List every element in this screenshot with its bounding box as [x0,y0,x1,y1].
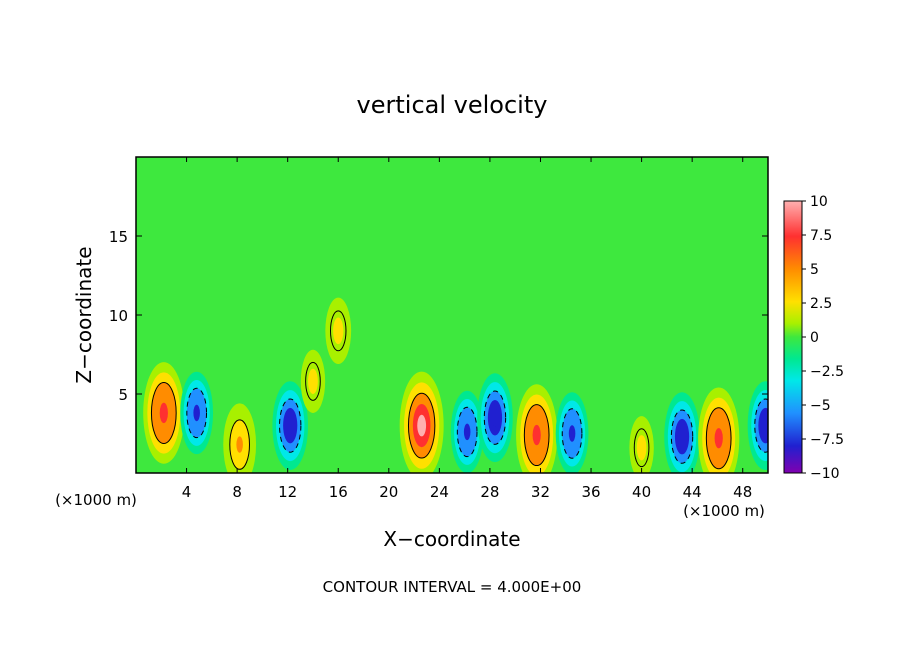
x-tick-label: 4 [182,483,192,501]
contour-interval-note: CONTOUR INTERVAL = 4.000E+00 [323,578,582,596]
contour-line [561,408,583,459]
velocity-level [463,423,471,441]
velocity-level [568,425,576,442]
velocity-cell-5 [325,297,352,364]
contour-line [186,387,208,439]
contour-line [229,419,250,470]
velocity-level [236,436,243,453]
velocity-level [761,416,768,435]
x-tick-label: 28 [480,483,499,501]
y-tick-label: 5 [118,386,128,404]
x-tick-label: 20 [379,483,398,501]
x-axis-ticks: 4 8 12 16 20 24 28 32 36 40 44 48 [182,157,752,501]
velocity-level [193,404,200,422]
velocity-level [417,414,427,437]
contour-line [483,390,507,445]
velocity-cell-8 [477,373,513,463]
colorbar-tick-label: 2.5 [810,296,832,312]
x-tick-label: 24 [430,483,449,501]
velocity-level [310,375,316,388]
contour-line [279,398,302,453]
velocity-cell-1 [180,371,214,455]
velocity-cell-6 [399,371,444,473]
colorbar-tick-label: 7.5 [810,228,832,244]
x-tick-label: 48 [733,483,752,501]
colorbar-tick-label: −5 [810,398,831,414]
x-axis-unit: (×1000 m) [683,502,765,520]
velocity-cell-3 [272,381,309,470]
velocity-cell-2 [223,403,257,473]
velocity-level [491,408,499,427]
contour-line [150,381,177,444]
contour-line [305,361,321,401]
colorbar: 10 7.5 5 2.5 0 −2.5 −5 −7.5 −10 [783,194,844,482]
velocity-level [159,402,168,424]
velocity-cell-7 [450,390,484,473]
velocity-level [286,416,294,435]
x-tick-label: 44 [683,483,702,501]
y-axis-label: Z−coordinate [72,246,96,383]
contour-line [633,428,650,468]
x-tick-label: 12 [278,483,297,501]
x-tick-label: 8 [232,483,242,501]
colorbar-tick-label: −2.5 [810,364,844,380]
velocity-cell-11 [629,416,654,473]
x-tick-label: 32 [531,483,550,501]
velocity-field [143,297,768,473]
contour-line [407,392,436,459]
colorbar-ticks: 10 7.5 5 2.5 0 −2.5 −5 −7.5 −10 [802,194,844,482]
contour-line [456,406,478,458]
colorbar-gradient [783,200,803,474]
y-tick-label: 10 [109,307,128,325]
velocity-level [714,428,723,449]
colorbar-tick-label: 5 [810,262,819,278]
colorbar-tick-label: −7.5 [810,432,844,448]
contour-line [705,407,732,470]
colorbar-tick-label: 0 [810,330,819,346]
velocity-cell-0 [143,362,185,464]
x-tick-label: 40 [632,483,651,501]
y-axis-ticks: 5 10 15 [109,228,768,404]
plot-area [136,157,768,473]
velocity-level [678,427,686,446]
velocity-level [335,324,341,338]
velocity-cell-9 [516,384,558,473]
x-tick-label: 16 [329,483,348,501]
colorbar-tick-label: −10 [810,466,840,482]
velocity-level [532,424,541,446]
velocity-level [639,441,645,455]
x-tick-label: 36 [581,483,600,501]
velocity-cell-13 [698,387,740,473]
x-axis-label: X−coordinate [383,527,520,551]
y-axis-unit: (×1000 m) [55,491,137,509]
velocity-cell-10 [555,392,589,473]
contour-line [330,310,347,352]
velocity-cell-14 [747,381,768,470]
y-tick-label: 15 [109,228,128,246]
contour-line [754,398,768,453]
chart-title: vertical velocity [357,91,548,119]
velocity-cell-12 [664,392,700,473]
contour-line [523,404,550,467]
contour-line [670,409,694,464]
colorbar-tick-label: 10 [810,194,828,210]
velocity-cell-4 [300,349,326,413]
